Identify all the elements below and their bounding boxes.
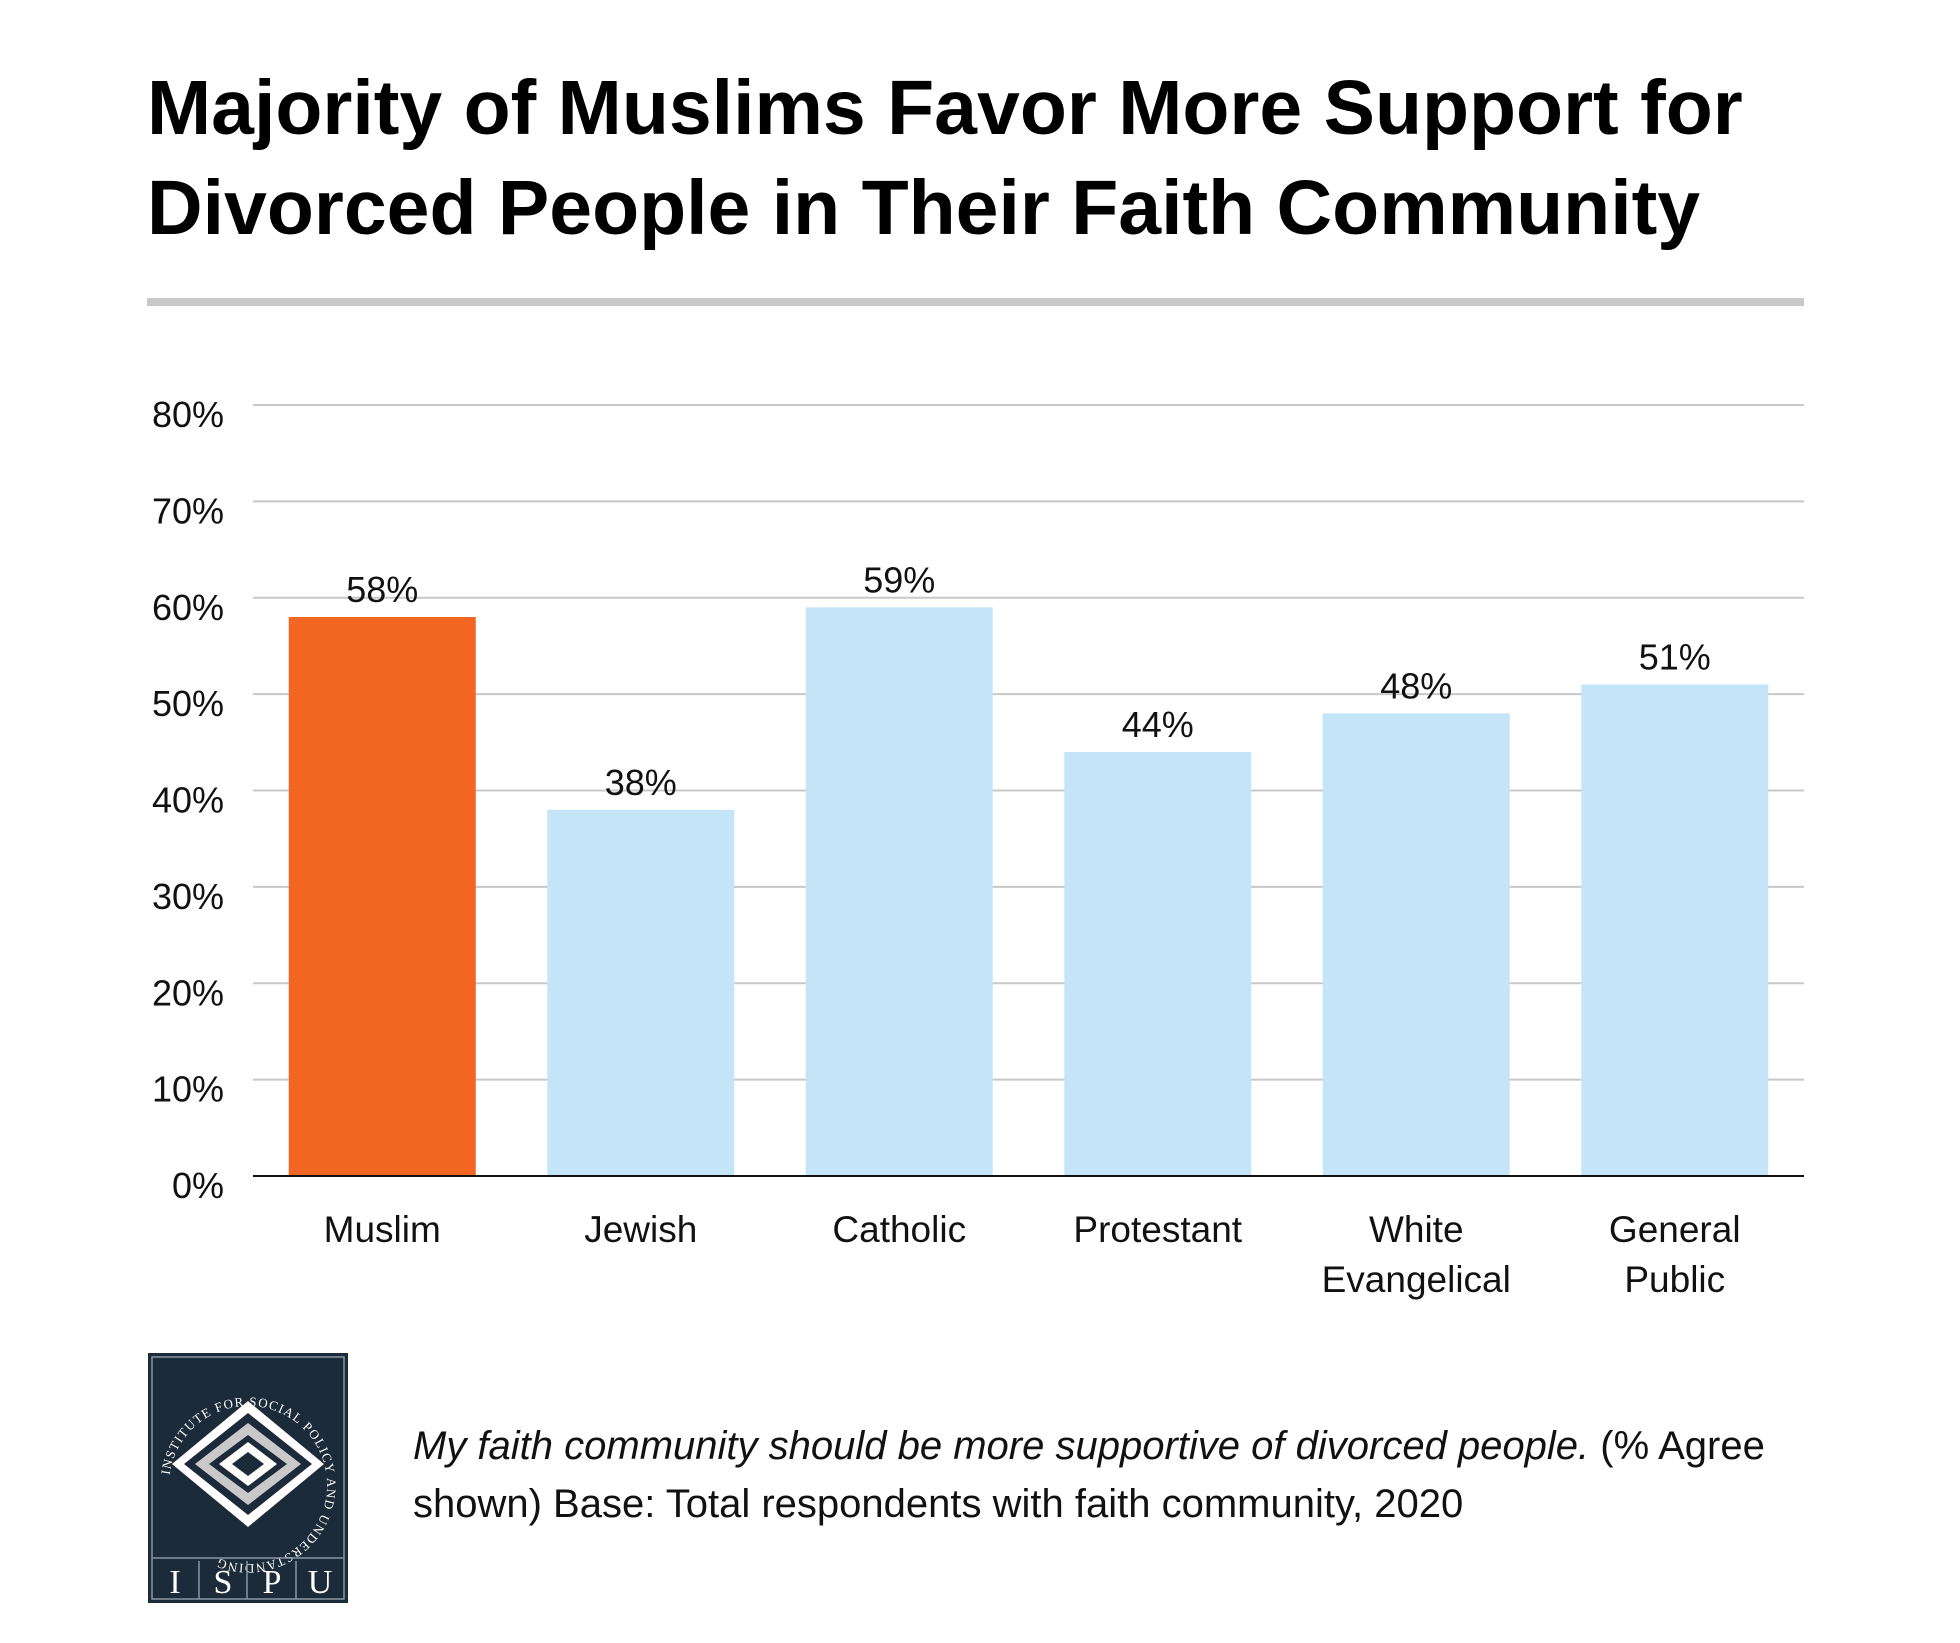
caption-note: (% Agree shown) Base: Total respondents … bbox=[413, 1424, 1765, 1526]
bar bbox=[805, 607, 993, 1176]
survey-question: My faith community should be more suppor… bbox=[413, 1424, 1590, 1468]
y-tick-label: 20% bbox=[152, 972, 224, 1013]
data-label: 48% bbox=[1380, 665, 1452, 706]
x-tick-label: Public bbox=[1624, 1259, 1725, 1300]
y-tick-label: 60% bbox=[152, 587, 224, 628]
x-tick-label: General bbox=[1609, 1209, 1741, 1250]
diamond-icon bbox=[172, 1401, 324, 1527]
bar-chart: 0% 10% 20% 30% 40% 50% 60% 70% 80% 58% Muslim 38% Je… bbox=[152, 394, 1804, 1300]
x-tick-label: White bbox=[1369, 1209, 1464, 1250]
logo-letter-p: P bbox=[263, 1564, 282, 1601]
bar bbox=[288, 617, 476, 1176]
bar bbox=[547, 809, 735, 1176]
data-label: 51% bbox=[1639, 636, 1711, 677]
chart-title: Majority of Muslims Favor More Support f… bbox=[147, 65, 1743, 251]
logo-letter-i: I bbox=[169, 1564, 180, 1601]
y-tick-label: 10% bbox=[152, 1069, 224, 1110]
y-tick-label: 80% bbox=[152, 394, 224, 435]
logo-letter-s: S bbox=[214, 1564, 233, 1601]
logo-letter-u: U bbox=[308, 1564, 333, 1601]
y-tick-label: 0% bbox=[172, 1165, 224, 1206]
x-tick-label: Evangelical bbox=[1322, 1259, 1511, 1300]
data-label: 59% bbox=[863, 559, 935, 600]
x-tick-label: Catholic bbox=[832, 1209, 966, 1250]
bars bbox=[288, 607, 1769, 1176]
data-label: 38% bbox=[605, 762, 677, 803]
data-label: 44% bbox=[1122, 704, 1194, 745]
labels: 0% 10% 20% 30% 40% 50% 60% 70% 80% 58% Muslim 38% Je… bbox=[152, 394, 1741, 1300]
y-tick-label: 30% bbox=[152, 876, 224, 917]
gridlines bbox=[253, 404, 1804, 1081]
y-tick-label: 50% bbox=[152, 683, 224, 724]
bar bbox=[1581, 684, 1769, 1176]
title-divider bbox=[147, 298, 1804, 306]
chart-caption: My faith community should be more suppor… bbox=[413, 1417, 1813, 1533]
bar bbox=[1064, 751, 1252, 1176]
x-tick-label: Jewish bbox=[584, 1209, 697, 1250]
x-tick-label: Protestant bbox=[1073, 1209, 1242, 1250]
data-label: 58% bbox=[346, 569, 418, 610]
ispu-logo: INSTITUTE FOR SOCIAL POLICY AND UNDERSTA… bbox=[148, 1353, 348, 1603]
x-tick-label: Muslim bbox=[324, 1209, 441, 1250]
y-tick-label: 70% bbox=[152, 490, 224, 531]
y-tick-label: 40% bbox=[152, 780, 224, 821]
bar bbox=[1322, 713, 1510, 1176]
